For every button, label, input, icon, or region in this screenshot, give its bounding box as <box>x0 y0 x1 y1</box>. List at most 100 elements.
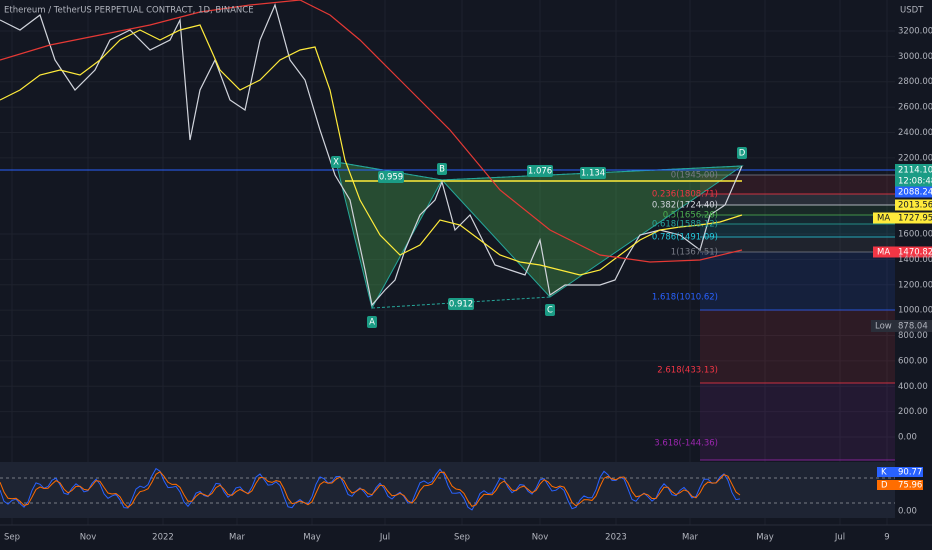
ratio-label: 1.076 <box>528 167 552 177</box>
price-tag <box>873 212 932 224</box>
y-tick-label: 1600.00 <box>898 229 932 239</box>
osc-pane <box>0 462 895 518</box>
last-price: 2114.10 <box>898 166 932 176</box>
x-tick-label: Sep <box>454 533 470 543</box>
x-tick-label: Jul <box>834 533 845 543</box>
y-tick-label: 1200.00 <box>898 280 932 290</box>
y-tick-label: 3200.00 <box>898 26 932 36</box>
low-value: 878.04 <box>898 322 928 332</box>
point-label: B <box>439 165 445 175</box>
fib-label: 0.5(1656.26) <box>663 211 718 221</box>
countdown: 12:08:48 <box>898 177 932 187</box>
y-tick-label: 0.00 <box>898 433 917 443</box>
ratio-label: 0.959 <box>379 173 403 183</box>
x-tick-label: Mar <box>682 533 699 543</box>
price-tag-text: 1470.82 <box>898 248 932 258</box>
point-box <box>437 163 447 175</box>
point-box <box>545 304 555 316</box>
x-tick-label: Nov <box>532 533 549 543</box>
x-tick-label: 9 <box>884 533 889 543</box>
y-tick-label: 2600.00 <box>898 103 932 113</box>
k-tag <box>877 467 923 477</box>
y-tick-label: 200.00 <box>898 407 928 417</box>
point-label: X <box>333 158 339 168</box>
y-tick-label: 2400.00 <box>898 128 932 138</box>
x-tick-label: 2022 <box>152 533 174 543</box>
price-tag-text: MA <box>877 214 890 224</box>
y-tick-label: 2200.00 <box>898 153 932 163</box>
fib-zone <box>700 215 895 224</box>
x-tick-label: 2023 <box>605 533 627 543</box>
fib-label: 2.618(433.13) <box>657 366 718 376</box>
point-label: C <box>547 306 553 316</box>
price-tag <box>895 186 932 198</box>
d-value: 75.96 <box>898 481 922 491</box>
price-tag <box>895 164 932 187</box>
fib-label: 0(1945.00) <box>671 171 718 181</box>
point-box <box>367 316 377 328</box>
fib-label: 0.786(1491.09) <box>652 233 718 243</box>
price-tag-text: MA <box>877 248 890 258</box>
price-line <box>0 3 743 307</box>
fib-zones <box>700 174 895 461</box>
pattern-leg <box>335 161 443 181</box>
ma-slow <box>0 0 743 263</box>
x-tick-label: Sep <box>4 533 20 543</box>
fib-label: 0.382(1724.40) <box>652 201 718 211</box>
k-value: 90.77 <box>898 468 922 478</box>
ma-fast <box>0 24 743 276</box>
x-tick-label: May <box>303 533 321 543</box>
fib-label: 3.618(-144.36) <box>654 439 718 449</box>
price-tag <box>895 199 932 211</box>
y-tick-label: 1400.00 <box>898 255 932 265</box>
y-tick-label: 800.00 <box>898 331 928 341</box>
y-tick-label: 2800.00 <box>898 77 932 87</box>
fib-zone <box>700 252 895 310</box>
symbol-title: Ethereum / TetherUS PERPETUAL CONTRACT, … <box>4 6 254 16</box>
ratio-box <box>448 298 474 310</box>
price-tag-text: 1727.95 <box>898 214 932 224</box>
ratio-label: 0.912 <box>449 300 473 310</box>
point-label: D <box>739 149 746 159</box>
y-tick-label: 3000.00 <box>898 52 932 62</box>
price-tag-text: 2088.24 <box>898 188 932 198</box>
currency: USDT <box>900 6 924 16</box>
y-tick-label: 600.00 <box>898 356 928 366</box>
fib-zone <box>700 383 895 460</box>
fib-zone <box>700 205 895 215</box>
price-tag-text: 2013.56 <box>898 201 932 211</box>
low-label: Low <box>875 322 892 332</box>
ratio-label: 1.134 <box>581 169 605 179</box>
ratio-box <box>527 165 553 177</box>
fib-zone <box>700 175 895 194</box>
point-box <box>331 156 341 168</box>
fib-label: 1(1367.51) <box>671 248 718 258</box>
fib-zone <box>700 194 895 205</box>
y-tick-label: 400.00 <box>898 382 928 392</box>
d-label: D <box>881 481 888 491</box>
fib-label: 0.236(1808.71) <box>652 190 718 200</box>
price-tag <box>873 246 932 258</box>
x-tick-label: Nov <box>80 533 97 543</box>
y-tick-label: 1000.00 <box>898 306 932 316</box>
point-label: A <box>369 318 375 328</box>
point-box <box>737 147 747 159</box>
osc-d <box>0 471 741 509</box>
ratio-box <box>378 171 404 183</box>
grid <box>0 0 895 525</box>
fib-label: 1.618(1010.62) <box>652 293 718 303</box>
x-tick-label: Mar <box>229 533 246 543</box>
fib-label: 0.618(1588.12) <box>652 220 718 230</box>
fib-zone <box>700 237 895 252</box>
fib-zone <box>700 224 895 237</box>
x-tick-label: Jul <box>379 533 390 543</box>
price-tag <box>871 320 932 332</box>
k-label: K <box>881 468 887 478</box>
x-tick-label: May <box>756 533 774 543</box>
ratio-box <box>580 167 606 179</box>
d-tag <box>877 480 923 490</box>
osc-tick: 0.00 <box>898 507 917 517</box>
